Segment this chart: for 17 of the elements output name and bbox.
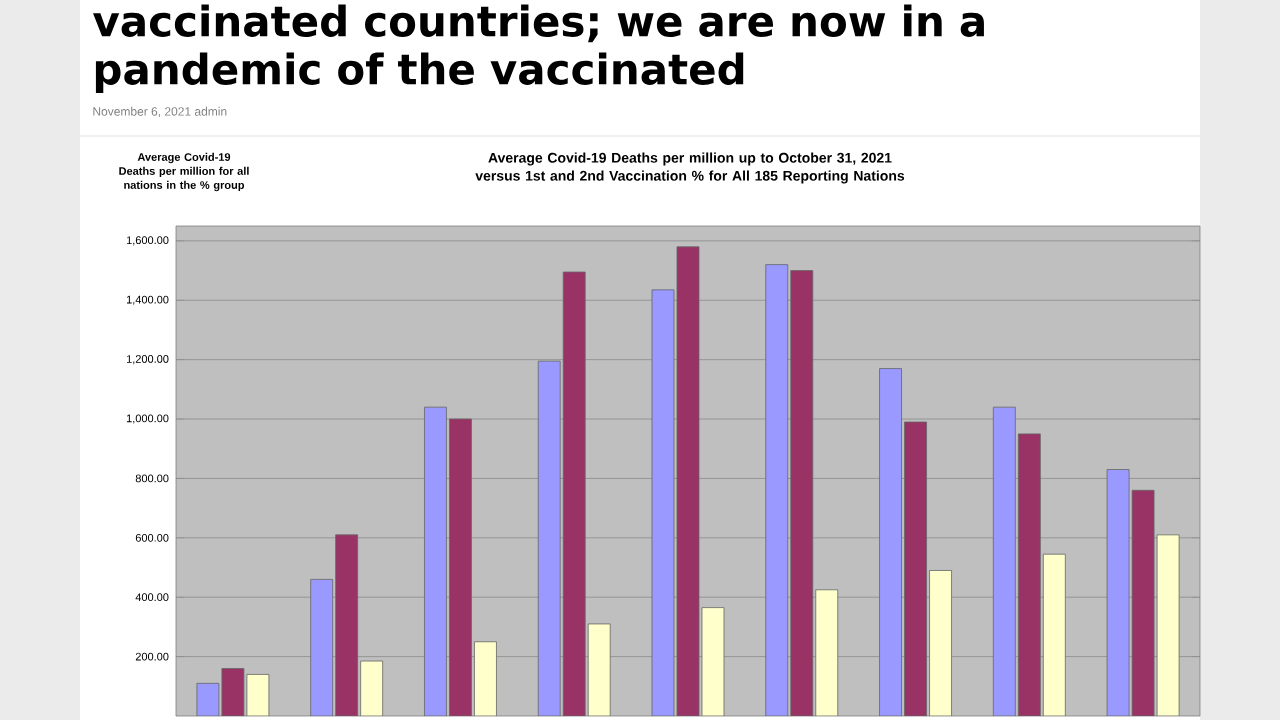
bar	[562, 271, 586, 716]
bar	[765, 264, 789, 716]
bar	[676, 246, 700, 716]
bar	[1131, 489, 1155, 716]
bar	[424, 406, 447, 716]
bar	[537, 360, 561, 716]
bar	[335, 534, 359, 716]
bar	[651, 289, 675, 716]
bar	[904, 421, 927, 716]
bar	[879, 368, 902, 716]
bar	[790, 270, 814, 716]
text: vaccinated countries; we are now in a pandemic of the vaccinated	[93, 4, 984, 94]
bar	[449, 418, 472, 716]
bar	[992, 406, 1016, 716]
bar	[1017, 433, 1041, 716]
bar	[1106, 469, 1130, 716]
bar	[310, 579, 334, 716]
